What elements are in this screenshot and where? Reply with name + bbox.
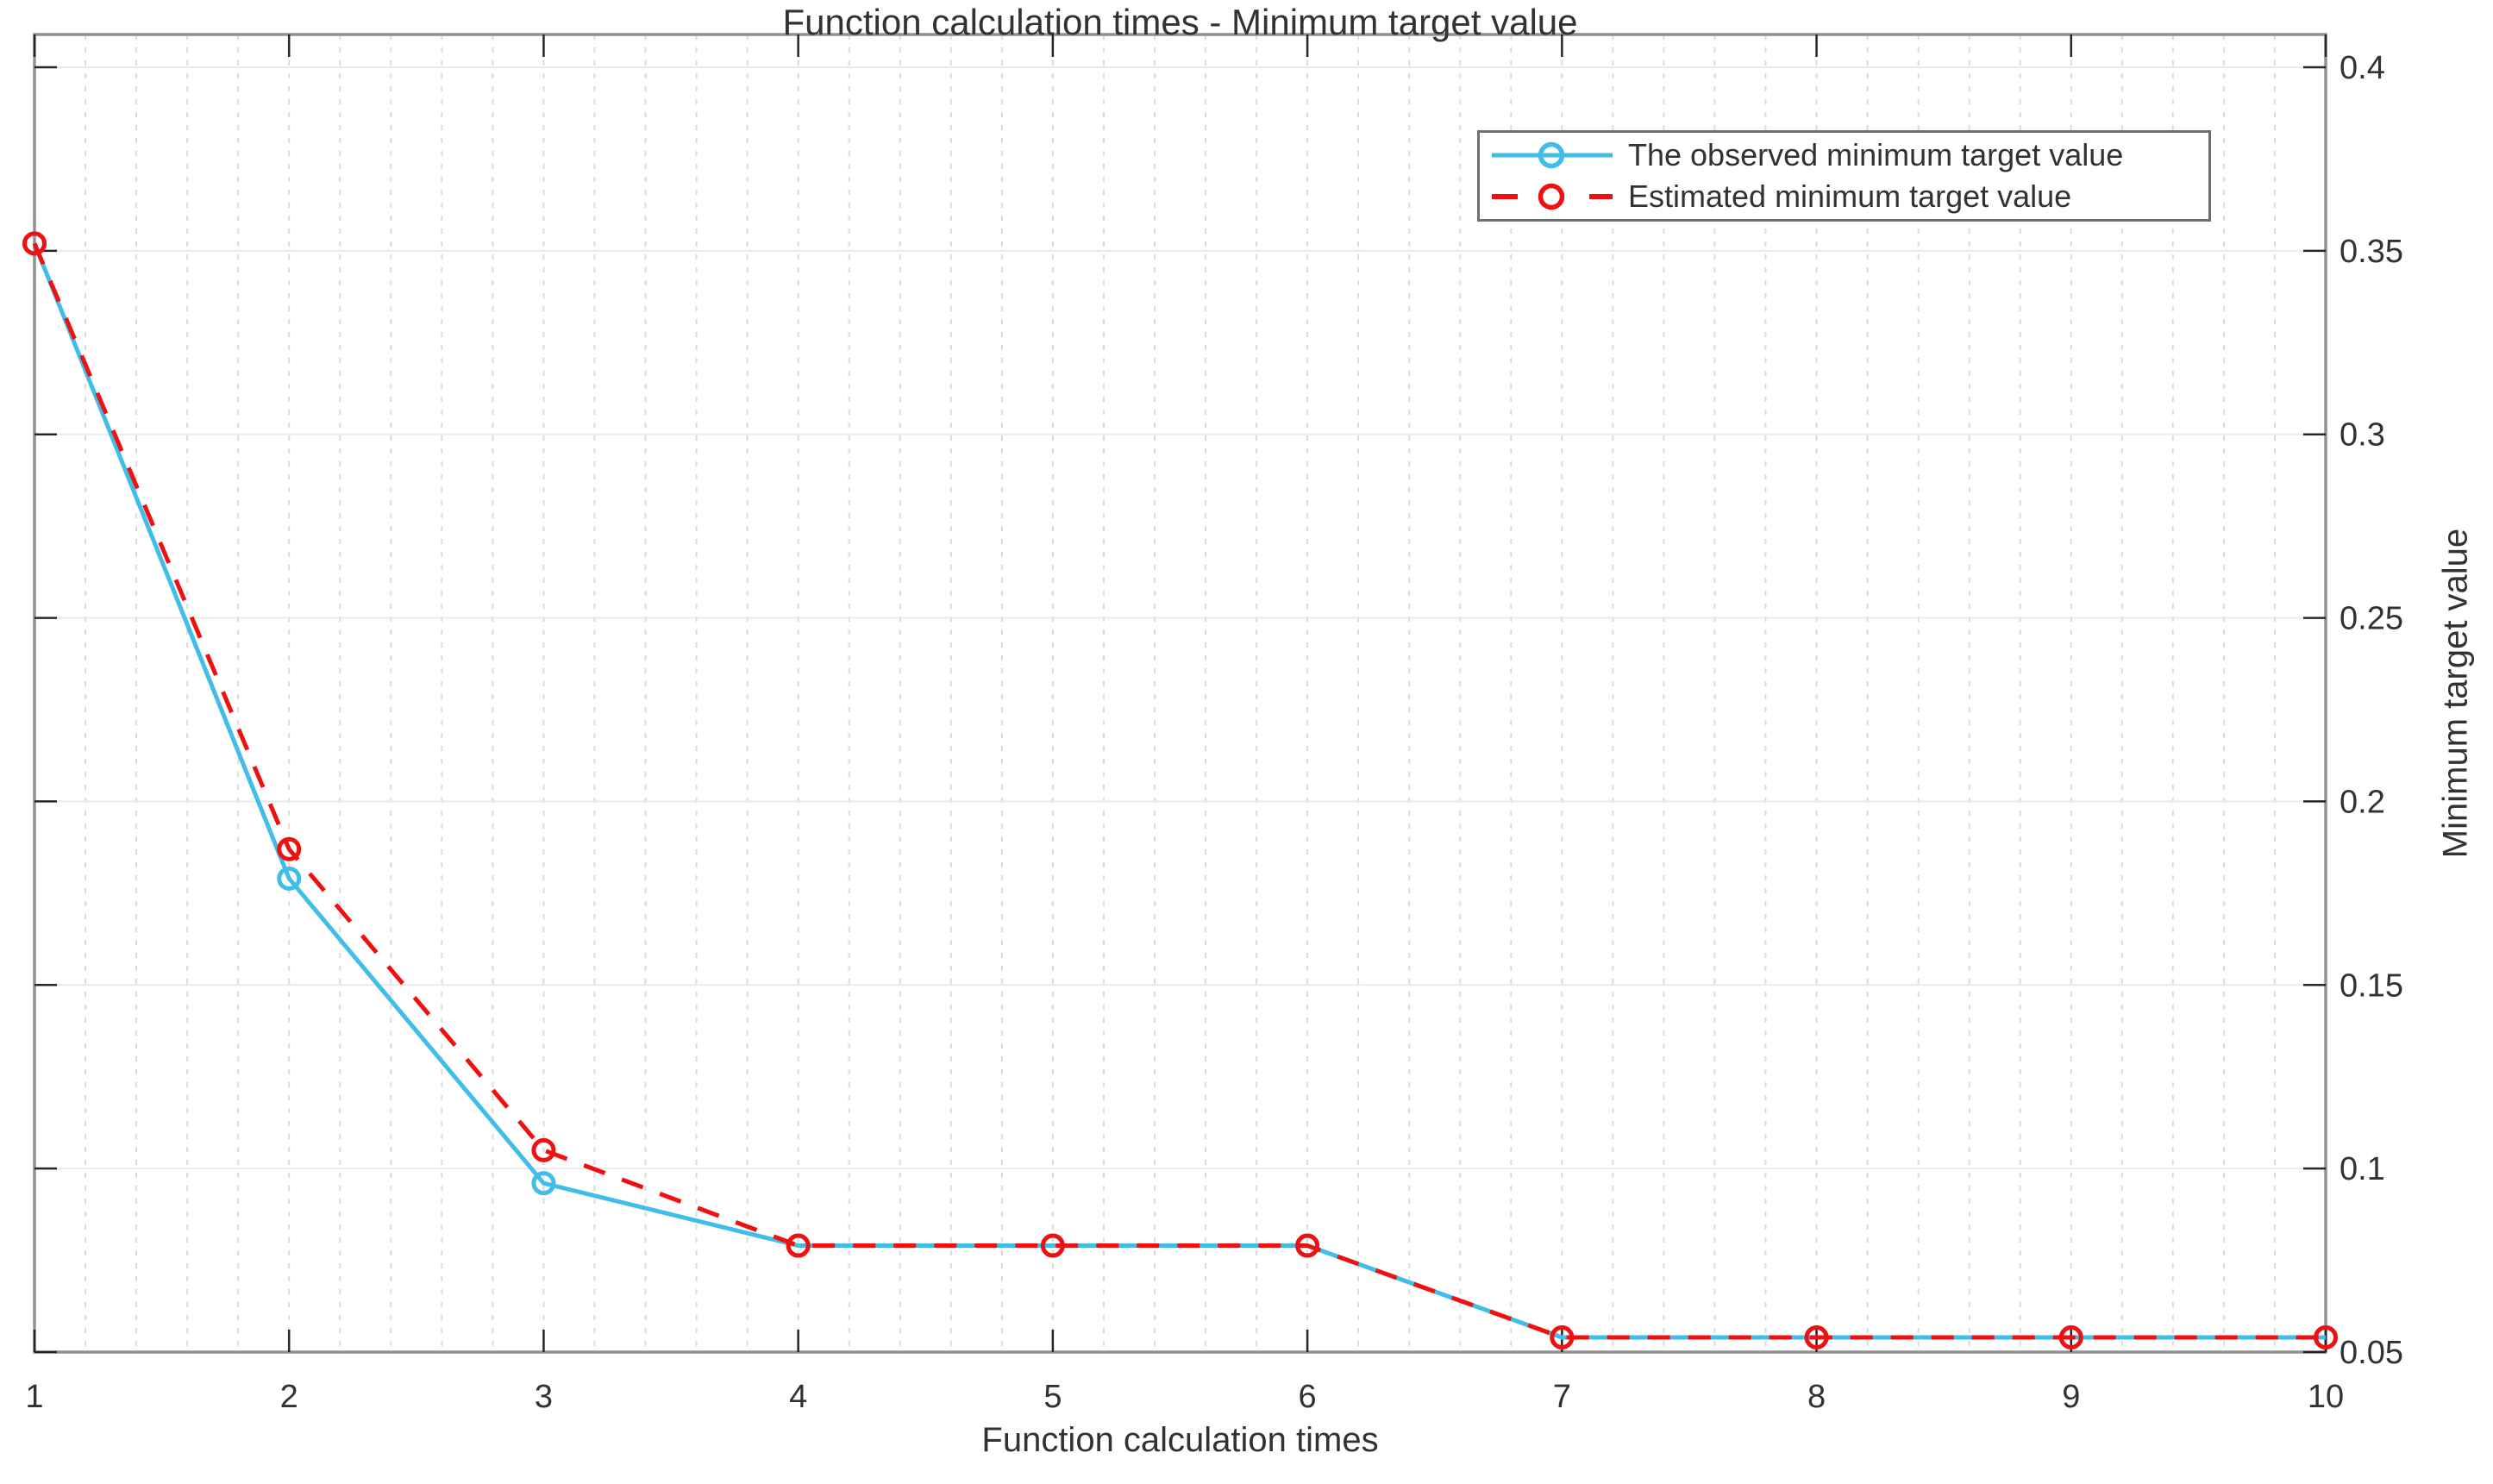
series-observed-markers bbox=[22, 231, 2338, 1349]
x-tick-label: 5 bbox=[1043, 1379, 1062, 1415]
series-observed-line bbox=[32, 242, 2326, 1340]
y-tick-label: 0.35 bbox=[2340, 234, 2403, 270]
y-tick-labels: 0.05 0.1 0.15 0.2 0.25 0.3 0.35 0.4 bbox=[2340, 50, 2403, 1371]
chart-title: Function calculation times - Minimum tar… bbox=[782, 2, 1578, 42]
x-axis-label: Function calculation times bbox=[981, 1421, 1379, 1459]
legend-item-observed: The observed minimum target value bbox=[1492, 136, 2208, 174]
legend-label-estimated: Estimated minimum target value bbox=[1628, 178, 2072, 214]
y-tick-label: 0.4 bbox=[2340, 50, 2385, 86]
y-axis-label: Minimum target value bbox=[2436, 528, 2475, 859]
x-tick-label: 3 bbox=[535, 1379, 553, 1415]
x-tick-label: 8 bbox=[1807, 1379, 1826, 1415]
legend-item-estimated: Estimated minimum target value bbox=[1492, 178, 2208, 216]
grid-horizontal bbox=[34, 66, 2326, 1353]
x-tick-label: 4 bbox=[789, 1379, 807, 1415]
x-tick-label: 7 bbox=[1553, 1379, 1571, 1415]
series-estimated-line bbox=[32, 242, 2326, 1340]
y-tick-label: 0.15 bbox=[2340, 967, 2403, 1004]
grid-vertical bbox=[34, 34, 2327, 1352]
x-tick-label: 6 bbox=[1299, 1379, 1317, 1415]
legend-label-observed: The observed minimum target value bbox=[1628, 137, 2124, 172]
x-tick-label: 2 bbox=[280, 1379, 298, 1415]
x-tick-label: 9 bbox=[2062, 1379, 2080, 1415]
y-tick-label: 0.1 bbox=[2340, 1151, 2385, 1187]
y-tick-label: 0.2 bbox=[2340, 784, 2385, 820]
legend: The observed minimum target value Estima… bbox=[1477, 130, 2211, 222]
axis-box bbox=[33, 33, 2327, 1354]
y-tick-label: 0.05 bbox=[2340, 1335, 2403, 1371]
legend-estimated-line-marker-icon bbox=[1492, 183, 1613, 210]
legend-observed-line-marker-icon bbox=[1492, 141, 1613, 169]
y-tick-label: 0.3 bbox=[2340, 417, 2385, 454]
x-tick-labels: 1 2 3 4 5 6 7 8 9 10 bbox=[25, 1379, 2344, 1415]
x-tick-label: 10 bbox=[2308, 1379, 2344, 1415]
y-tick-label: 0.25 bbox=[2340, 601, 2403, 637]
x-tick-label: 1 bbox=[25, 1379, 43, 1415]
axis-ticks bbox=[33, 34, 2327, 1354]
series-estimated-markers bbox=[22, 231, 2338, 1349]
